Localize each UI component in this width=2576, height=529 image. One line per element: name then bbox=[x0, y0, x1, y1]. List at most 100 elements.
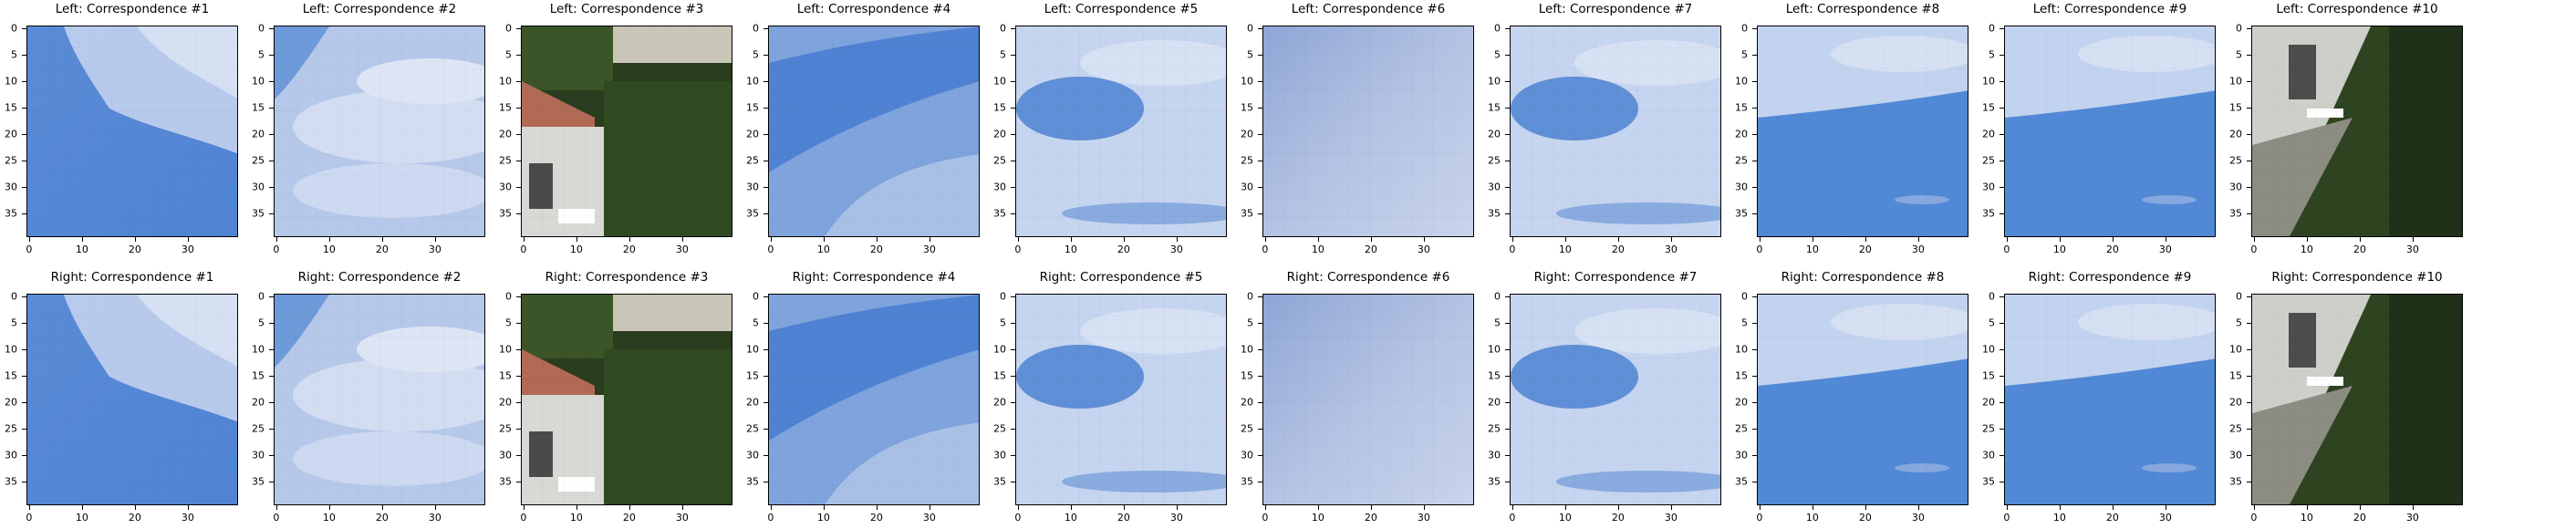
y-tick-mark bbox=[22, 133, 26, 135]
y-tick-label: 20 bbox=[5, 128, 17, 140]
x-tick-label: 20 bbox=[622, 512, 636, 524]
y-tick-mark bbox=[1752, 454, 1757, 456]
image-patch bbox=[768, 26, 980, 237]
y-tick-label: 0 bbox=[1000, 22, 1006, 35]
x-tick-label: 10 bbox=[569, 244, 583, 255]
panel-title: Right: Correspondence #4 bbox=[792, 270, 956, 285]
y-tick-label: 0 bbox=[505, 22, 512, 35]
x-tick-mark bbox=[1564, 237, 1566, 242]
y-tick-mark bbox=[1258, 375, 1262, 377]
x-tick-mark bbox=[576, 505, 577, 510]
x-tick-label: 20 bbox=[1858, 512, 1872, 524]
y-tick-mark bbox=[1258, 54, 1262, 56]
correspondence-panel: Right: Correspondence #5 0 5 10 15 20 25 30 35 0 1… bbox=[993, 270, 1227, 524]
y-tick-mark bbox=[22, 80, 26, 82]
y-tick-mark bbox=[1752, 296, 1757, 297]
y-tick-label: 15 bbox=[1982, 369, 1995, 382]
y-tick-label: 10 bbox=[993, 343, 1006, 356]
x-tick-mark bbox=[1370, 505, 1372, 510]
x-tick-mark bbox=[681, 237, 683, 242]
x-tick-label: 20 bbox=[1611, 512, 1625, 524]
panel-title: Left: Correspondence #1 bbox=[55, 2, 210, 16]
y-tick-mark bbox=[2000, 454, 2004, 456]
x-tick-label: 0 bbox=[26, 512, 33, 524]
x-tick-mark bbox=[523, 237, 525, 242]
y-tick-mark bbox=[2000, 213, 2004, 214]
correspondence-panel: Right: Correspondence #4 0 5 10 15 20 25 30 35 0 1… bbox=[746, 270, 980, 524]
x-tick-mark bbox=[770, 237, 772, 242]
x-tick-label: 30 bbox=[922, 512, 936, 524]
image-patch bbox=[521, 26, 732, 237]
y-tick-label: 5 bbox=[258, 316, 265, 329]
y-tick-mark bbox=[2000, 80, 2004, 82]
y-tick-mark bbox=[1752, 375, 1757, 377]
y-tick-mark bbox=[763, 322, 768, 324]
x-tick-mark bbox=[1123, 237, 1125, 242]
x-tick-label: 0 bbox=[1509, 244, 1516, 255]
x-tick-label: 0 bbox=[273, 512, 280, 524]
x-tick-mark bbox=[576, 237, 577, 242]
x-tick-mark bbox=[187, 237, 189, 242]
y-tick-label: 0 bbox=[1494, 290, 1501, 303]
y-tick-mark bbox=[1011, 454, 1015, 456]
y-tick-label: 20 bbox=[499, 128, 512, 140]
y-tick-mark bbox=[2000, 375, 2004, 377]
y-tick-label: 15 bbox=[5, 369, 17, 382]
panel-title: Left: Correspondence #9 bbox=[2032, 2, 2187, 16]
correspondence-panel: Right: Correspondence #2 0 5 10 15 20 25 30 35 0 1… bbox=[252, 270, 485, 524]
x-tick-label: 10 bbox=[75, 512, 88, 524]
y-tick-label: 30 bbox=[1735, 449, 1748, 462]
y-tick-mark bbox=[1011, 296, 1015, 297]
correspondence-panel: Right: Correspondence #6 0 5 10 15 20 25 30 35 0 1… bbox=[1241, 270, 1474, 524]
y-tick-mark bbox=[269, 80, 274, 82]
x-tick-mark bbox=[1864, 505, 1866, 510]
x-tick-mark bbox=[134, 505, 136, 510]
y-tick-label: 5 bbox=[2236, 316, 2242, 329]
correspondence-panel: Left: Correspondence #8 0 5 10 15 20 25 30 35 0 10… bbox=[1735, 2, 1968, 255]
y-tick-mark bbox=[1011, 322, 1015, 324]
x-tick-label: 0 bbox=[1756, 244, 1763, 255]
y-tick-mark bbox=[22, 54, 26, 56]
panel-title: Right: Correspondence #9 bbox=[2028, 270, 2192, 285]
image-patch bbox=[521, 294, 732, 505]
panel-title: Left: Correspondence #4 bbox=[796, 2, 951, 16]
y-tick-label: 10 bbox=[1241, 75, 1253, 88]
x-tick-mark bbox=[876, 505, 878, 510]
y-tick-label: 30 bbox=[1982, 449, 1995, 462]
y-tick-mark bbox=[1011, 401, 1015, 403]
y-tick-label: 35 bbox=[2229, 207, 2242, 220]
y-tick-label: 25 bbox=[2229, 422, 2242, 435]
y-tick-mark bbox=[516, 80, 521, 82]
y-tick-label: 0 bbox=[2236, 22, 2242, 35]
y-tick-mark bbox=[1505, 54, 1510, 56]
y-tick-label: 10 bbox=[252, 343, 265, 356]
y-tick-label: 0 bbox=[1741, 290, 1748, 303]
y-tick-mark bbox=[1505, 296, 1510, 297]
y-tick-label: 30 bbox=[1241, 181, 1253, 193]
y-tick-mark bbox=[1505, 348, 1510, 350]
image-patch bbox=[274, 26, 485, 237]
y-tick-mark bbox=[2000, 348, 2004, 350]
panel-title: Left: Correspondence #3 bbox=[549, 2, 704, 16]
y-tick-label: 30 bbox=[1735, 181, 1748, 193]
x-tick-label: 10 bbox=[1558, 244, 1572, 255]
y-tick-mark bbox=[2247, 54, 2251, 56]
y-tick-mark bbox=[269, 107, 274, 109]
y-tick-label: 20 bbox=[746, 128, 759, 140]
y-tick-label: 20 bbox=[1241, 128, 1253, 140]
y-tick-label: 10 bbox=[1488, 75, 1501, 88]
y-tick-label: 0 bbox=[753, 22, 759, 35]
correspondence-panel: Right: Correspondence #3 0 5 10 15 20 25 30 35 0 1… bbox=[499, 270, 732, 524]
x-tick-label: 30 bbox=[2405, 512, 2419, 524]
y-tick-mark bbox=[2000, 186, 2004, 188]
x-tick-label: 30 bbox=[1911, 244, 1925, 255]
y-tick-label: 15 bbox=[499, 369, 512, 382]
x-tick-mark bbox=[2059, 237, 2061, 242]
y-tick-label: 30 bbox=[2229, 449, 2242, 462]
y-tick-mark bbox=[763, 296, 768, 297]
y-tick-label: 35 bbox=[1488, 475, 1501, 488]
panel-title: Left: Correspondence #5 bbox=[1044, 2, 1199, 16]
y-tick-mark bbox=[2000, 296, 2004, 297]
y-tick-mark bbox=[2000, 428, 2004, 430]
y-tick-mark bbox=[2000, 27, 2004, 29]
